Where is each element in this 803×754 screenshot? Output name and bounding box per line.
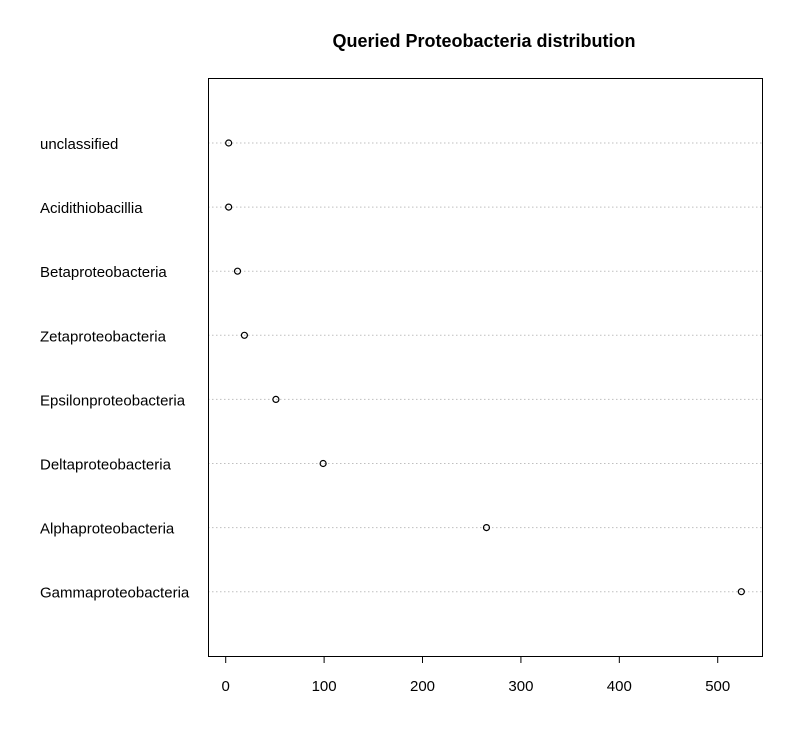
x-tick-label: 0: [222, 678, 230, 695]
data-point: [737, 588, 745, 596]
category-label: Alphaproteobacteria: [40, 521, 175, 538]
data-point: [225, 203, 233, 211]
category-label: Zetaproteobacteria: [40, 328, 167, 345]
x-tick-label: 300: [508, 678, 533, 695]
category-labels: unclassified Acidithiobacillia Betaproteob…: [40, 136, 190, 602]
x-tick-label: 500: [705, 678, 730, 695]
data-point: [482, 523, 491, 532]
x-axis: 0 100 200 300 400 500: [222, 656, 730, 695]
category-label: Betaproteobacteria: [40, 264, 167, 281]
guide-lines: [208, 142, 762, 593]
category-label: Epsilonproteobacteria: [40, 392, 186, 409]
category-label: Acidithiobacillia: [40, 200, 143, 217]
category-label: unclassified: [40, 136, 118, 153]
data-points: [225, 139, 745, 596]
category-label: Gammaproteobacteria: [40, 585, 190, 602]
data-point: [240, 331, 249, 339]
data-point: [225, 139, 233, 147]
x-tick-label: 400: [607, 678, 632, 695]
data-point: [233, 267, 242, 275]
chart-title: Queried Proteobacteria distribution: [332, 31, 635, 51]
data-point: [272, 395, 280, 403]
x-tick-label: 100: [312, 678, 337, 695]
x-tick-label: 200: [410, 678, 435, 695]
plot-frame: [208, 78, 763, 657]
category-label: Deltaproteobacteria: [40, 457, 172, 474]
data-point: [319, 459, 327, 468]
